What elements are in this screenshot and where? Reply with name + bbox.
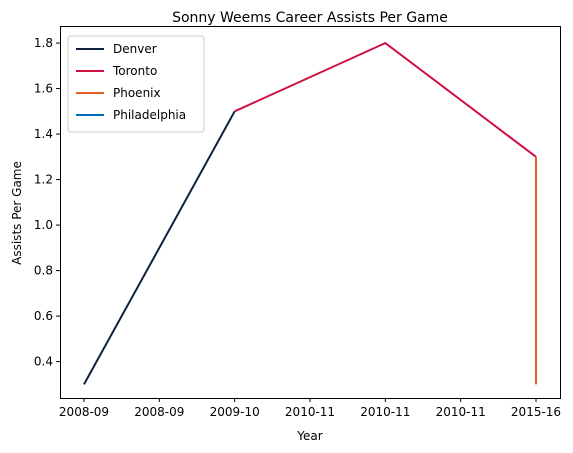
axes-layer: 2008-09 2008-09 2009-10 2010-11 2010-11 2010-…: [34, 36, 561, 419]
y-tick-label: 1.6: [34, 82, 53, 96]
x-axis-label: Year: [296, 429, 322, 443]
y-tick-label: 1.4: [34, 127, 53, 141]
y-tick-label: 0.8: [34, 264, 53, 278]
series-line-denver: [83, 110, 236, 385]
x-tick-label: 2010-11: [360, 405, 410, 419]
series-layer: [83, 42, 537, 385]
x-tick-label: 2010-11: [436, 405, 486, 419]
legend: Denver Toronto Phoenix Philadelphia: [67, 35, 205, 133]
legend-label-denver: Denver: [113, 42, 157, 56]
legend-label-phoenix: Phoenix: [113, 86, 161, 100]
y-tick-label: 1.2: [34, 173, 53, 187]
x-tick-label: 2015-16: [511, 405, 561, 419]
series-line-toronto: [234, 42, 537, 158]
y-axis-label: Assists Per Game: [10, 161, 24, 265]
x-tick-label: 2008-09: [134, 405, 184, 419]
x-tick-label: 2009-10: [210, 405, 260, 419]
y-tick-label: 0.6: [34, 309, 53, 323]
y-tick-label: 0.4: [34, 355, 53, 369]
y-tick-label: 1.8: [34, 36, 53, 50]
x-tick-label: 2008-09: [59, 405, 109, 419]
y-tick-label: 1.0: [34, 218, 53, 232]
chart-title: Sonny Weems Career Assists Per Game: [172, 10, 448, 26]
legend-label-toronto: Toronto: [112, 64, 157, 78]
x-tick-label: 2010-11: [285, 405, 335, 419]
legend-frame: [67, 35, 205, 133]
legend-label-philadelphia: Philadelphia: [113, 108, 186, 122]
